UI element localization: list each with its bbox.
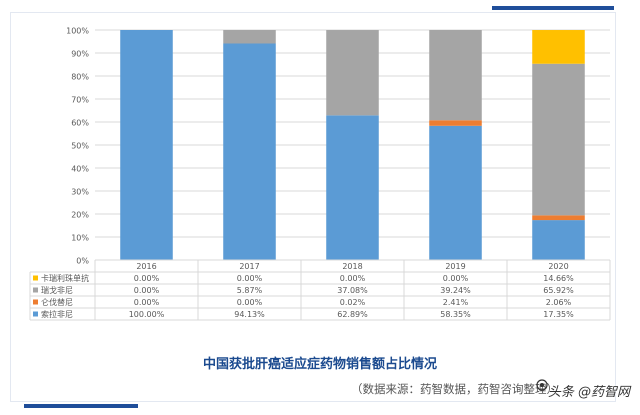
legend-entry: 卡瑞利珠单抗 <box>41 273 89 283</box>
bar-segment <box>532 215 585 221</box>
bar-segment <box>223 30 276 44</box>
bar-segment <box>429 125 482 260</box>
x-category-label: 2016 <box>136 262 156 271</box>
data-label: 94.13% <box>234 310 265 319</box>
legend-entry: 瑞戈非尼 <box>41 285 73 295</box>
legend-swatch <box>33 299 38 305</box>
corner-accent-top <box>492 6 614 10</box>
bar-segment <box>326 30 379 116</box>
bar-segment <box>223 43 276 260</box>
legend-entry: 索拉非尼 <box>41 309 73 319</box>
bar-segment <box>326 115 379 260</box>
y-tick-label: 60% <box>71 119 89 128</box>
bar-segment <box>120 30 173 260</box>
data-label: 100.00% <box>129 310 165 319</box>
data-label: 0.02% <box>340 298 366 307</box>
data-label: 0.00% <box>237 298 263 307</box>
y-tick-label: 10% <box>71 234 89 243</box>
data-label: 2.41% <box>443 298 469 307</box>
y-tick-label: 90% <box>71 50 89 59</box>
data-label: 2.06% <box>546 298 572 307</box>
corner-accent-bottom <box>24 404 138 408</box>
chart-svg: 0% 10% 20% 30% 40% 50% 60% 70% 80% 90% 100% 2016 201… <box>29 27 611 321</box>
y-tick-label: 20% <box>71 211 89 220</box>
chart-source: （数据来源：药智数据，药智咨询整理） <box>351 382 558 396</box>
x-category-label: 2017 <box>239 262 259 271</box>
legend-swatch <box>33 311 38 317</box>
y-tick-label: 100% <box>66 27 89 36</box>
chart-area: 0% 10% 20% 30% 40% 50% 60% 70% 80% 90% 100% 2016 201… <box>29 27 611 321</box>
y-tick-label: 80% <box>71 73 89 82</box>
chart-frame <box>10 12 616 402</box>
legend-swatch <box>33 275 38 281</box>
data-label: 0.00% <box>443 274 469 283</box>
data-label: 14.66% <box>543 274 574 283</box>
data-label: 65.92% <box>543 286 574 295</box>
data-label: 62.89% <box>337 310 368 319</box>
y-tick-label: 40% <box>71 165 89 174</box>
data-label: 17.35% <box>543 310 574 319</box>
y-tick-label: 30% <box>71 188 89 197</box>
legend-swatch <box>33 287 38 293</box>
x-category-label: 2018 <box>342 262 362 271</box>
bar-segment <box>429 30 482 121</box>
x-category-label: 2019 <box>445 262 465 271</box>
bar-segment <box>532 220 585 260</box>
data-label: 0.00% <box>134 298 160 307</box>
chart-title: 中国获批肝癌适应症药物销售额占比情况 <box>202 357 437 372</box>
data-label: 37.08% <box>337 286 368 295</box>
y-tick-label: 0% <box>76 257 89 266</box>
data-label: 58.35% <box>440 310 471 319</box>
bar-segment <box>532 30 585 64</box>
data-label: 0.00% <box>134 274 160 283</box>
data-label: 0.00% <box>237 274 263 283</box>
bar-segment <box>429 120 482 126</box>
watermark-logo-icon <box>536 379 548 391</box>
y-tick-label: 70% <box>71 96 89 105</box>
y-tick-label: 50% <box>71 142 89 151</box>
data-label: 39.24% <box>440 286 471 295</box>
data-label: 0.00% <box>340 274 366 283</box>
bar-segment <box>532 63 585 216</box>
data-label: 5.87% <box>237 286 263 295</box>
watermark: 头条 @药智网 <box>547 385 630 400</box>
data-label: 0.00% <box>134 286 160 295</box>
x-category-label: 2020 <box>548 262 568 271</box>
legend-entry: 仑伐替尼 <box>41 297 73 307</box>
